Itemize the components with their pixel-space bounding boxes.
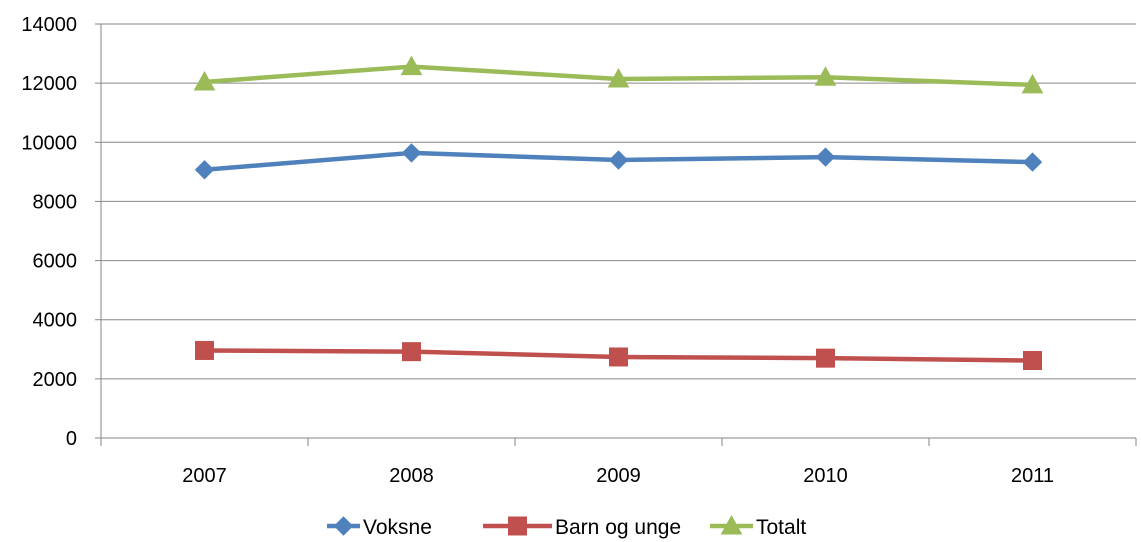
- legend-label: Voksne: [363, 516, 432, 539]
- data-point-barn-og-unge: [1023, 351, 1042, 371]
- series-voksne: [194, 143, 1043, 180]
- data-point-barn-og-unge: [195, 340, 214, 360]
- x-tick-label: 2009: [596, 465, 641, 487]
- legend-swatch-marker: [508, 516, 527, 536]
- legend-swatch-marker: [720, 514, 743, 535]
- legend-label: Barn og unge: [555, 516, 681, 539]
- x-tick-label: 2008: [389, 465, 434, 487]
- data-point-totalt: [607, 67, 630, 88]
- legend-label: Totalt: [756, 516, 806, 539]
- data-point-totalt: [1021, 73, 1044, 94]
- data-point-barn-og-unge: [609, 347, 628, 367]
- y-tick-label: 12000: [21, 73, 77, 95]
- data-point-totalt: [193, 70, 216, 91]
- y-tick-label: 8000: [33, 191, 78, 213]
- legend: Voksne Barn og unge Totalt: [327, 514, 806, 539]
- legend-swatch-marker: [333, 516, 354, 536]
- y-tick-label: 0: [66, 428, 77, 450]
- data-point-voksne: [608, 150, 629, 170]
- legend-item-barn-og-unge: Barn og unge: [483, 516, 681, 539]
- data-point-totalt: [814, 66, 837, 86]
- data-point-barn-og-unge: [402, 342, 421, 362]
- x-tick-label: 2010: [803, 465, 848, 487]
- legend-item-totalt: Totalt: [710, 514, 806, 539]
- series-totalt: [193, 55, 1044, 94]
- x-tick-label: 2011: [1011, 465, 1054, 487]
- data-point-voksne: [401, 143, 422, 163]
- data-point-barn-og-unge: [816, 348, 835, 368]
- data-point-totalt: [400, 55, 423, 76]
- series-barn-og-unge: [195, 340, 1042, 371]
- data-point-voksne: [194, 160, 215, 180]
- x-axis-tick-labels: 2007 2008 2009 2010 2011: [182, 465, 1054, 487]
- legend-item-voksne: Voksne: [327, 516, 432, 539]
- y-tick-label: 4000: [33, 310, 78, 332]
- series-layer: [193, 55, 1044, 371]
- y-axis-tick-labels: 0 2000 4000 6000 8000 10000 12000 14000: [21, 14, 77, 450]
- y-tick-label: 10000: [21, 132, 77, 154]
- data-point-voksne: [815, 147, 836, 167]
- data-point-voksne: [1022, 152, 1043, 172]
- x-tick-label: 2007: [182, 465, 227, 487]
- axes: [95, 23, 1137, 446]
- y-tick-label: 6000: [33, 251, 78, 273]
- y-tick-label: 2000: [33, 369, 78, 391]
- y-tick-label: 14000: [21, 14, 77, 36]
